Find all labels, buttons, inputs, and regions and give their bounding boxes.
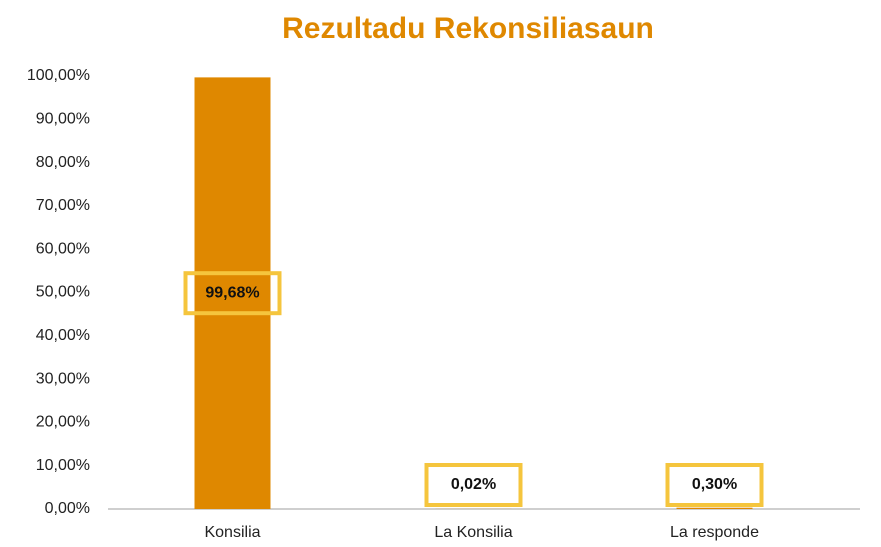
y-tick-label: 30,00% xyxy=(36,370,90,387)
y-tick-label: 50,00% xyxy=(36,284,90,301)
y-tick-label: 40,00% xyxy=(36,327,90,344)
y-tick-label: 0,00% xyxy=(45,500,90,517)
x-tick-label: La responde xyxy=(670,524,759,541)
y-tick-label: 10,00% xyxy=(36,457,90,474)
value-label: 99,68% xyxy=(205,284,259,301)
y-tick-label: 90,00% xyxy=(36,111,90,128)
x-tick-label: Konsilia xyxy=(204,524,260,541)
value-label-box xyxy=(424,463,523,507)
bar xyxy=(676,507,753,509)
value-label: 0,02% xyxy=(451,476,496,493)
value-label: 0,30% xyxy=(692,476,737,493)
y-tick-label: 20,00% xyxy=(36,414,90,431)
x-tick-label: La Konsilia xyxy=(434,524,512,541)
value-label-box xyxy=(665,463,764,507)
chart-title: Rezultadu Rekonsiliasaun xyxy=(282,12,654,45)
bar xyxy=(194,77,271,510)
y-tick-label: 80,00% xyxy=(36,154,90,171)
y-tick-label: 60,00% xyxy=(36,240,90,257)
value-label-box xyxy=(183,271,282,316)
y-tick-label: 100,00% xyxy=(27,67,90,84)
y-tick-label: 70,00% xyxy=(36,197,90,214)
